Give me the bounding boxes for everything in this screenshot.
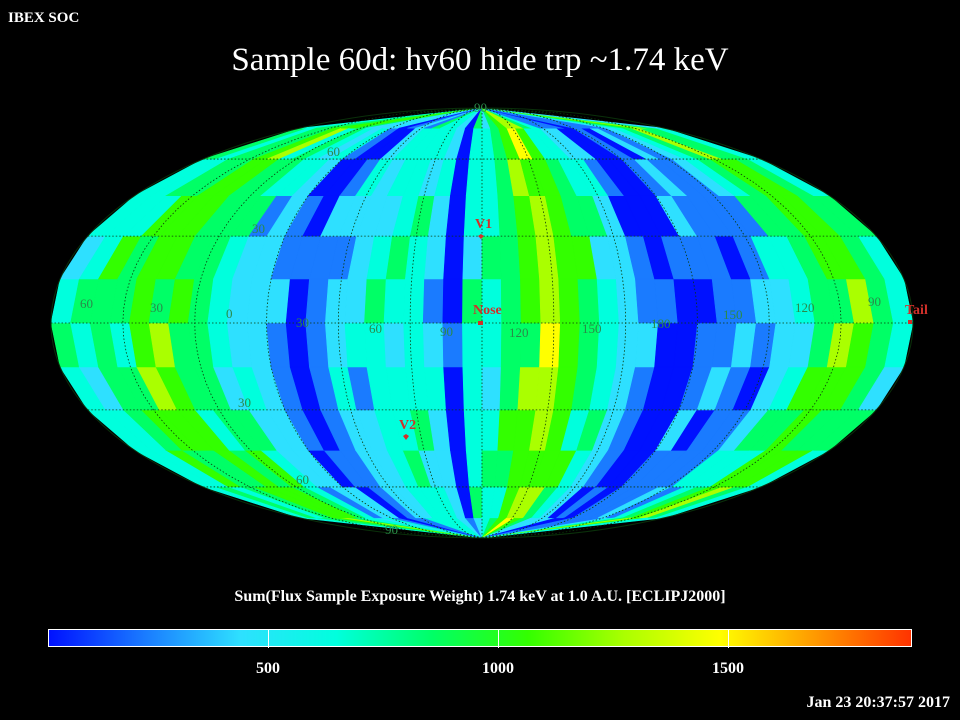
flux-cell — [539, 278, 561, 324]
colorbar-label-1000: 1000 — [482, 660, 514, 677]
colorbar-title: Sum(Flux Sample Exposure Weight) 1.74 ke… — [234, 588, 726, 605]
meridian-line — [481, 108, 842, 538]
map-outline — [50, 107, 914, 539]
flux-cell — [442, 278, 464, 324]
lon-label-7: 120 — [509, 325, 529, 340]
flux-cell — [615, 278, 640, 324]
marker-v1-point — [478, 234, 484, 239]
meridian-line — [481, 108, 555, 538]
colorbar — [48, 629, 912, 648]
markers: V1 Nose V2 Tail — [399, 217, 928, 440]
flux-cell — [344, 278, 368, 324]
flux-cell — [364, 278, 387, 324]
lon-label-4: 30 — [296, 315, 309, 330]
flux-cell — [499, 366, 521, 411]
flux-cell — [422, 278, 444, 324]
lon-label-9: 180 — [651, 316, 671, 331]
marker-nose-label: Nose — [473, 303, 502, 318]
marker-v2-label: V2 — [399, 418, 416, 433]
lat-label-s60: 60 — [296, 472, 309, 487]
flux-cell — [465, 158, 483, 196]
marker-v1-label: V1 — [475, 217, 492, 232]
flux-cell — [305, 322, 329, 368]
flux-cell — [596, 278, 620, 324]
lat-label-north-pole: 90 — [474, 100, 487, 115]
flux-cell — [403, 322, 425, 368]
meridian-line — [266, 108, 483, 538]
map-title: Sample 60d: hv60 hide trp ~1.74 keV — [231, 42, 729, 78]
flux-cell — [324, 278, 349, 324]
meridian-line — [481, 108, 698, 538]
lon-label-1: 60 — [80, 296, 93, 311]
flux-cell — [499, 235, 521, 280]
meridian-line — [481, 108, 627, 538]
flux-cell — [424, 366, 447, 411]
meridian-line — [337, 108, 483, 538]
flux-cell — [443, 235, 465, 280]
flux-cell — [344, 322, 368, 368]
marker-v2-point — [403, 434, 409, 440]
flux-cell — [305, 278, 329, 324]
lon-label-5: 60 — [369, 321, 382, 336]
marker-tail: Tail — [905, 303, 928, 324]
colorbar-tick-500 — [268, 630, 269, 648]
sky-map: 90 60 30 30 60 90 60 30 0 30 60 90 120 1… — [50, 100, 928, 539]
flux-strips — [51, 108, 913, 538]
marker-tail-label: Tail — [905, 303, 928, 318]
flux-cell — [539, 322, 561, 368]
lon-label-6: 90 — [440, 324, 453, 339]
meridian-line — [122, 108, 483, 538]
grid-labels: 90 60 30 30 60 90 60 30 0 30 60 90 120 1… — [80, 100, 881, 537]
flux-cell — [481, 235, 502, 280]
timestamp: Jan 23 20:37:57 2017 — [806, 694, 950, 711]
meridian-line — [481, 108, 770, 538]
flux-cell — [465, 449, 483, 488]
marker-nose-point — [478, 321, 483, 325]
flux-cell — [383, 278, 406, 324]
colorbar-tick-1500 — [728, 630, 729, 648]
lon-label-3: 0 — [226, 306, 233, 321]
lat-label-s30: 30 — [238, 395, 251, 410]
marker-v1: V1 — [475, 217, 492, 239]
flux-cell — [520, 278, 542, 324]
flux-cell — [324, 322, 349, 368]
marker-tail-point — [908, 320, 912, 324]
lat-label-south-pole: 90 — [385, 522, 398, 537]
flux-cell — [558, 322, 581, 368]
flux-cell — [884, 322, 913, 368]
flux-cell — [403, 278, 425, 324]
lon-label-12: 90 — [868, 294, 881, 309]
flux-cell — [462, 366, 483, 411]
marker-v2: V2 — [399, 418, 416, 440]
lat-label-n30: 30 — [252, 221, 265, 236]
marker-nose: Nose — [473, 303, 502, 325]
meridian-line — [194, 108, 483, 538]
colorbar-label-1500: 1500 — [712, 660, 744, 677]
flux-cell — [424, 235, 447, 280]
flux-cell — [481, 322, 502, 368]
flux-cell — [558, 278, 581, 324]
flux-cell — [463, 409, 483, 451]
lat-label-n60: 60 — [327, 144, 340, 159]
flux-cell — [577, 278, 600, 324]
flux-cell — [462, 322, 483, 368]
flux-cell — [481, 366, 502, 411]
meridian-line — [409, 108, 483, 538]
lon-label-10: 150 — [723, 307, 743, 322]
colorbar-label-500: 500 — [256, 660, 280, 677]
lon-label-2: 30 — [150, 300, 163, 315]
flux-cell — [615, 322, 640, 368]
source-label: IBEX SOC — [8, 10, 80, 26]
colorbar-tick-1000 — [498, 630, 499, 648]
lon-label-11: 120 — [795, 300, 815, 315]
flux-cell — [383, 322, 406, 368]
flux-cell — [500, 278, 522, 324]
lon-label-8: 150 — [582, 321, 602, 336]
flux-cell — [462, 235, 483, 280]
flux-cell — [481, 409, 501, 451]
flux-cell — [443, 366, 465, 411]
